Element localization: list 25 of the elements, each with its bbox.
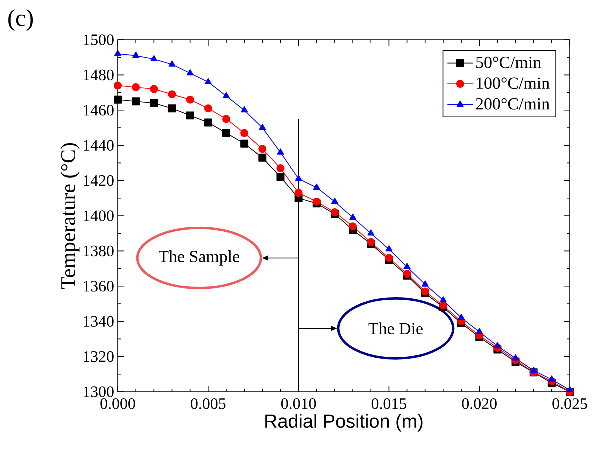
annotation: The Sample [158, 250, 240, 266]
x-tick-label: 0.015 [372, 398, 407, 410]
y-tick-label: 1340 [84, 316, 114, 327]
y-tick-label: 1300 [84, 386, 114, 398]
annotation: The Die [368, 322, 423, 335]
x-axis-title: Radial Position (m) [266, 414, 423, 432]
y-tick-label: 1480 [84, 70, 114, 81]
text: (c) [8, 10, 34, 32]
legend-label: 200°C/min [476, 98, 550, 110]
x-tick-label: 0.005 [191, 398, 226, 410]
y-tick-label: 1460 [84, 105, 114, 116]
legend-label: 100°C/min [477, 78, 550, 90]
x-tick-label: 0.020 [462, 398, 497, 410]
x-tick-label: 0.000 [100, 398, 136, 410]
y-tick-label: 1380 [84, 246, 114, 257]
y-tick-label: 1320 [84, 351, 114, 362]
y-tick-label: 1440 [84, 140, 114, 151]
y-tick-label: 1420 [84, 175, 114, 186]
y-tick-label: 1500 [84, 34, 114, 46]
y-tick-label: 1360 [84, 281, 114, 292]
legend-label: 50°C/min [476, 56, 542, 68]
y-axis-title: Temperature (°C) [60, 143, 80, 290]
x-tick-label: 0.025 [552, 398, 588, 410]
y-tick-label: 1400 [84, 210, 114, 222]
x-tick-label: 0.010 [281, 398, 316, 410]
